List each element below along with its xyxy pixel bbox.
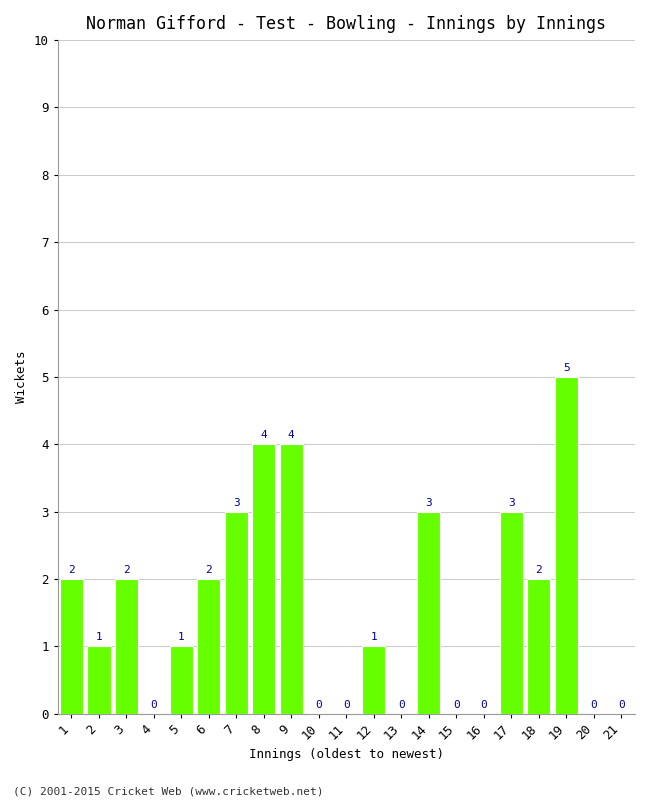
Title: Norman Gifford - Test - Bowling - Innings by Innings: Norman Gifford - Test - Bowling - Inning… (86, 15, 606, 33)
Text: 2: 2 (68, 565, 75, 575)
Text: 1: 1 (96, 632, 102, 642)
Y-axis label: Wickets: Wickets (15, 350, 28, 403)
Text: 2: 2 (123, 565, 130, 575)
Text: 4: 4 (288, 430, 294, 440)
Bar (362, 646, 385, 714)
Bar (87, 646, 111, 714)
Text: 2: 2 (536, 565, 542, 575)
Bar (554, 377, 578, 714)
Bar (527, 579, 551, 714)
Text: 3: 3 (508, 498, 515, 507)
Bar (114, 579, 138, 714)
Text: 0: 0 (343, 699, 350, 710)
Bar (225, 511, 248, 714)
Bar (170, 646, 193, 714)
Text: 3: 3 (425, 498, 432, 507)
Text: (C) 2001-2015 Cricket Web (www.cricketweb.net): (C) 2001-2015 Cricket Web (www.cricketwe… (13, 786, 324, 796)
Text: 0: 0 (398, 699, 405, 710)
Text: 5: 5 (563, 363, 569, 373)
Bar (500, 511, 523, 714)
Text: 1: 1 (178, 632, 185, 642)
Text: 0: 0 (315, 699, 322, 710)
Bar (197, 579, 220, 714)
Text: 0: 0 (150, 699, 157, 710)
Text: 0: 0 (618, 699, 625, 710)
Text: 0: 0 (453, 699, 460, 710)
Bar (60, 579, 83, 714)
Bar (252, 444, 276, 714)
Text: 4: 4 (261, 430, 267, 440)
Text: 1: 1 (370, 632, 377, 642)
Bar (280, 444, 303, 714)
Text: 3: 3 (233, 498, 240, 507)
Text: 0: 0 (480, 699, 487, 710)
Bar (417, 511, 441, 714)
Text: 2: 2 (205, 565, 212, 575)
Text: 0: 0 (590, 699, 597, 710)
X-axis label: Innings (oldest to newest): Innings (oldest to newest) (249, 748, 444, 761)
